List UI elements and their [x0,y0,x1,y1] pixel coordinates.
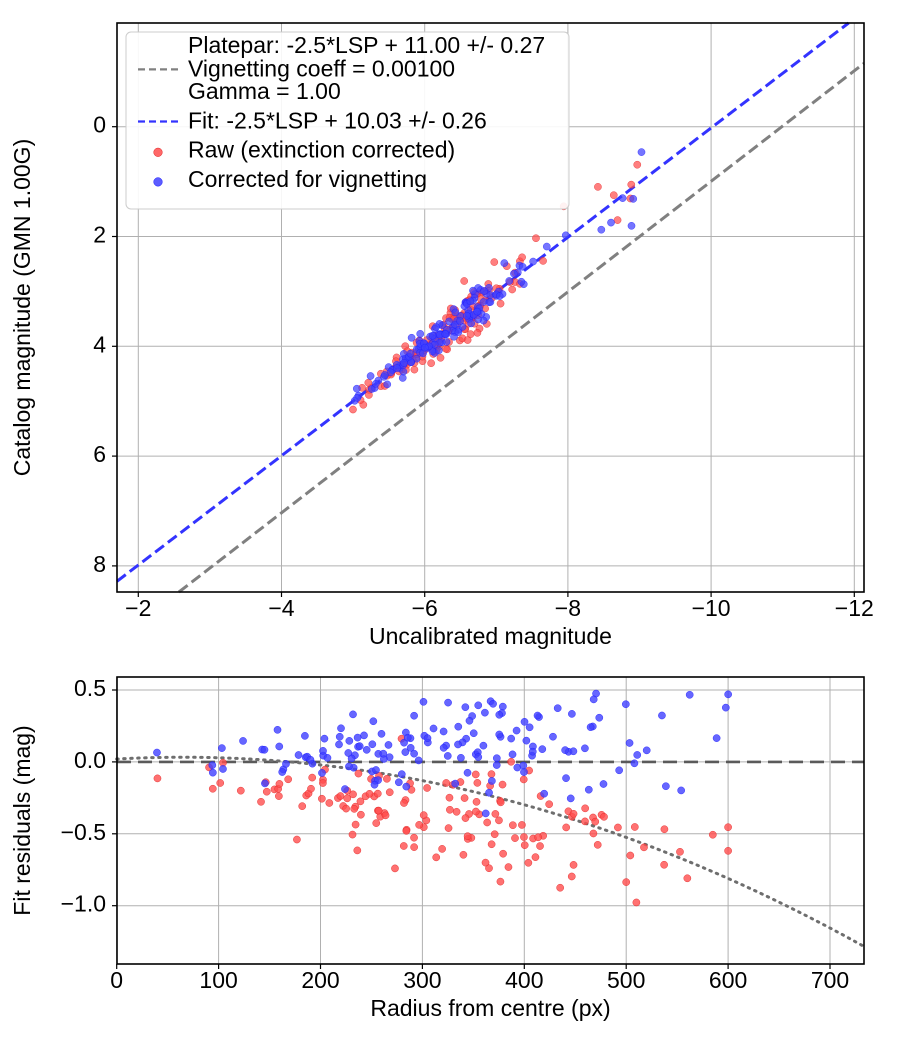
svg-text:Platepar: -2.5*LSP + 11.00 +/-: Platepar: -2.5*LSP + 11.00 +/- 0.27 [188,32,545,58]
svg-text:500: 500 [607,967,645,993]
svg-text:−12: −12 [835,595,874,621]
svg-text:Fit residuals (mag): Fit residuals (mag) [9,725,35,915]
svg-text:Gamma = 1.00: Gamma = 1.00 [188,78,341,104]
svg-text:Uncalibrated magnitude: Uncalibrated magnitude [369,623,612,649]
svg-text:0: 0 [110,967,123,993]
svg-text:Fit: -2.5*LSP + 10.03 +/- 0.26: Fit: -2.5*LSP + 10.03 +/- 0.26 [188,108,487,134]
svg-text:−4: −4 [268,595,294,621]
svg-text:Raw (extinction corrected): Raw (extinction corrected) [188,137,455,163]
svg-text:200: 200 [301,967,339,993]
svg-text:Corrected for vignetting: Corrected for vignetting [188,166,427,192]
svg-text:−10: −10 [692,595,731,621]
svg-text:0.5: 0.5 [74,675,106,701]
svg-text:0.0: 0.0 [74,747,106,773]
svg-text:−0.5: −0.5 [61,819,106,845]
svg-text:−1.0: −1.0 [61,891,106,917]
svg-text:2: 2 [93,222,106,248]
svg-text:Radius from centre (px): Radius from centre (px) [370,995,610,1021]
svg-text:6: 6 [93,441,106,467]
svg-text:8: 8 [93,551,106,577]
svg-text:400: 400 [505,967,543,993]
svg-text:100: 100 [199,967,237,993]
svg-text:4: 4 [93,331,106,357]
svg-text:−8: −8 [555,595,581,621]
svg-text:300: 300 [403,967,441,993]
svg-text:Catalog magnitude (GMN 1.00G): Catalog magnitude (GMN 1.00G) [9,139,35,477]
svg-text:−6: −6 [412,595,438,621]
svg-text:−2: −2 [125,595,151,621]
svg-text:0: 0 [93,112,106,138]
svg-text:700: 700 [811,967,849,993]
svg-text:600: 600 [709,967,747,993]
